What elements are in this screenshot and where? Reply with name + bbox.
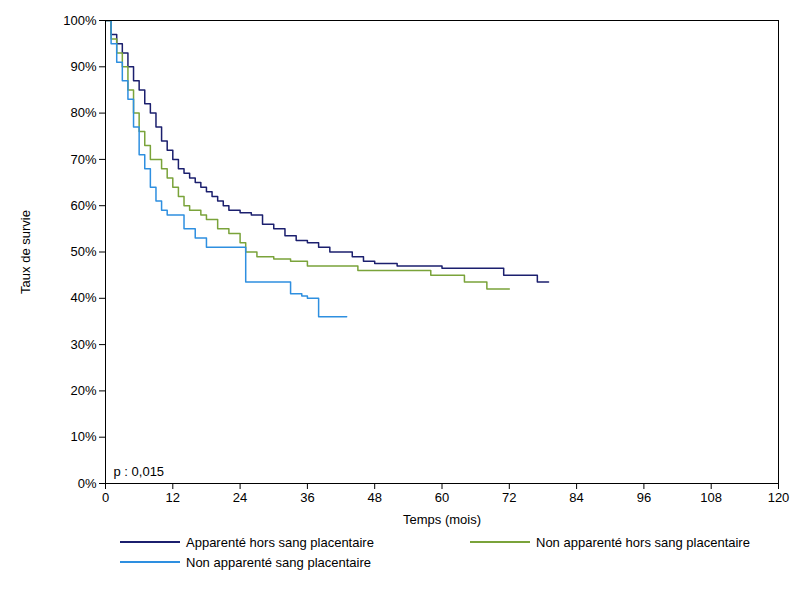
- svg-text:108: 108: [700, 490, 722, 505]
- svg-text:0%: 0%: [78, 476, 97, 491]
- svg-text:48: 48: [367, 490, 381, 505]
- svg-text:0: 0: [102, 490, 109, 505]
- svg-text:36: 36: [300, 490, 314, 505]
- svg-text:50%: 50%: [70, 244, 96, 259]
- svg-text:30%: 30%: [70, 337, 96, 352]
- svg-text:p : 0,015: p : 0,015: [114, 464, 165, 479]
- svg-text:Taux de survie: Taux de survie: [18, 210, 33, 294]
- svg-text:Temps (mois): Temps (mois): [403, 512, 481, 527]
- html-text:Apparenté hors sang placentair: Apparenté hors sang placentaire: [186, 534, 374, 550]
- html-text:Non apparenté hors sang placen: Non apparenté hors sang placentaire: [536, 534, 750, 550]
- svg-text:96: 96: [637, 490, 651, 505]
- svg-text:12: 12: [166, 490, 180, 505]
- svg-text:80%: 80%: [70, 105, 96, 120]
- svg-text:120: 120: [768, 490, 790, 505]
- svg-text:20%: 20%: [70, 383, 96, 398]
- svg-text:70%: 70%: [70, 152, 96, 167]
- html-text:Non apparenté sang placentaire: Non apparenté sang placentaire: [186, 554, 371, 570]
- svg-text:60%: 60%: [70, 198, 96, 213]
- svg-text:90%: 90%: [70, 59, 96, 74]
- svg-text:24: 24: [233, 490, 247, 505]
- svg-text:60: 60: [435, 490, 449, 505]
- svg-text:100%: 100%: [63, 13, 97, 28]
- svg-text:10%: 10%: [70, 429, 96, 444]
- svg-text:84: 84: [569, 490, 583, 505]
- svg-text:40%: 40%: [70, 290, 96, 305]
- svg-text:72: 72: [502, 490, 516, 505]
